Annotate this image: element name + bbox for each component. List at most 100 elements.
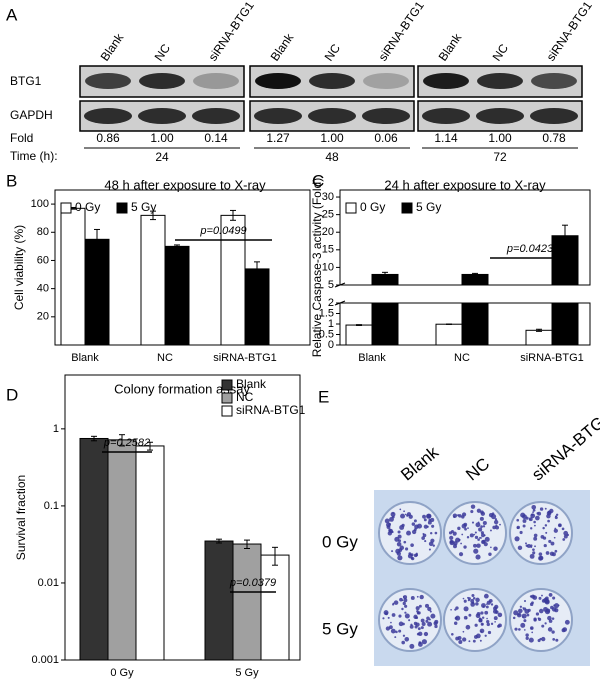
bar xyxy=(371,302,399,346)
colony xyxy=(533,536,538,541)
colony xyxy=(394,636,397,639)
band xyxy=(362,108,410,124)
colony xyxy=(408,514,413,519)
colony xyxy=(398,621,404,627)
colony xyxy=(497,624,501,628)
colony xyxy=(397,539,402,543)
colony xyxy=(478,527,483,532)
colony xyxy=(532,511,534,514)
colony xyxy=(409,643,415,649)
colony xyxy=(495,525,500,530)
colony xyxy=(528,637,534,643)
colony xyxy=(564,619,570,625)
x-tick-label: siRNA-BTG1 xyxy=(520,352,584,364)
chart-title: Colony formation assay xyxy=(114,381,250,396)
y-tick-label: 20 xyxy=(37,311,49,323)
colony xyxy=(547,519,550,523)
colony xyxy=(461,512,467,517)
colony xyxy=(430,613,436,619)
legend-swatch xyxy=(116,202,128,214)
colony xyxy=(415,622,420,627)
colony xyxy=(539,507,544,511)
colony xyxy=(419,594,424,600)
colony xyxy=(534,545,536,548)
colony xyxy=(463,615,468,620)
colony xyxy=(484,610,489,615)
colony xyxy=(391,613,396,617)
x-tick-label: Blank xyxy=(71,352,99,364)
colony xyxy=(463,606,469,612)
y-tick-label: 100 xyxy=(31,198,49,210)
colony xyxy=(384,518,390,524)
colony xyxy=(416,523,423,529)
p-value: p=0.0499 xyxy=(199,225,246,237)
colony xyxy=(479,639,482,642)
colony xyxy=(476,543,481,548)
y-axis-label: Survival fraction xyxy=(14,475,28,560)
time-value: 48 xyxy=(325,150,339,164)
colony xyxy=(383,610,389,616)
colony xyxy=(552,638,556,641)
colony xyxy=(382,617,385,620)
column-label: Blank xyxy=(98,30,127,63)
colony xyxy=(461,533,464,536)
colony xyxy=(552,596,556,600)
colony xyxy=(470,504,476,509)
bar xyxy=(435,323,463,346)
legend-label: Blank xyxy=(236,377,267,391)
colony xyxy=(398,629,402,633)
colony xyxy=(475,522,481,528)
panel-label: B xyxy=(6,171,17,190)
fold-value: 0.86 xyxy=(96,131,120,145)
colony xyxy=(471,601,475,605)
bar xyxy=(525,329,553,346)
colony xyxy=(482,525,486,528)
colony xyxy=(525,633,529,637)
colony xyxy=(385,626,391,631)
colony xyxy=(474,535,479,540)
colony xyxy=(530,594,535,599)
bar xyxy=(140,214,166,346)
colony xyxy=(521,613,527,619)
colony xyxy=(537,617,540,620)
y-tick-label: 0.5 xyxy=(319,328,334,340)
colony xyxy=(523,629,526,631)
colony xyxy=(480,611,484,615)
colony xyxy=(455,606,459,610)
colony xyxy=(463,545,467,549)
colony xyxy=(415,606,420,611)
bar xyxy=(164,245,190,346)
colony xyxy=(477,521,480,524)
colony xyxy=(428,548,431,551)
colony xyxy=(482,605,485,608)
colony xyxy=(395,630,398,634)
colony xyxy=(484,634,487,637)
column-label: NC xyxy=(152,41,174,64)
panel-label: C xyxy=(312,171,324,190)
colony xyxy=(452,544,457,549)
row-label: 0 Gy xyxy=(322,532,358,551)
colony xyxy=(543,543,547,548)
y-axis-label: Relative Caspase-3 activity (Fold) xyxy=(310,178,324,357)
colony xyxy=(491,512,495,516)
colony xyxy=(493,616,498,621)
colony xyxy=(472,639,476,643)
p-value: p=0.2582 xyxy=(103,437,150,449)
legend-label: 5 Gy xyxy=(131,200,156,214)
colony xyxy=(518,608,523,614)
colony xyxy=(390,628,396,634)
colony xyxy=(424,603,430,608)
colony xyxy=(516,526,519,530)
colony xyxy=(475,633,481,639)
colony xyxy=(458,552,464,557)
legend-label: 0 Gy xyxy=(75,200,100,214)
y-tick-label: 0.001 xyxy=(31,654,59,666)
colony xyxy=(554,603,560,609)
colony xyxy=(404,611,407,614)
colony xyxy=(551,607,557,612)
colony xyxy=(463,522,468,527)
colony xyxy=(421,536,425,540)
band xyxy=(308,108,356,124)
colony xyxy=(531,513,534,516)
